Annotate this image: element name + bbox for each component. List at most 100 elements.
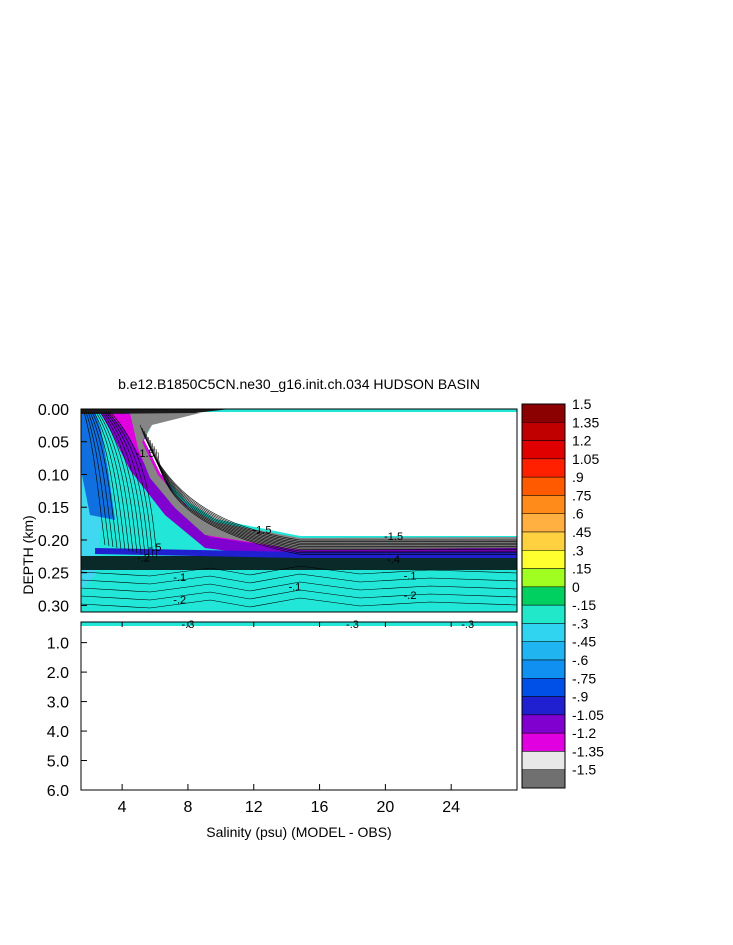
contour-label: -.1	[173, 572, 186, 584]
contour-label: -1.5	[384, 531, 403, 543]
y-tick-label: 6.0	[47, 783, 69, 800]
colorbar-swatch	[521, 458, 566, 478]
contour-line	[99, 411, 138, 554]
colorbar-label: .6	[572, 506, 584, 522]
contour-label: -.2	[173, 594, 186, 606]
y-tick-label: 0.30	[38, 598, 69, 615]
contour-region-missing	[125, 412, 517, 536]
colorbar-label: 1.05	[572, 451, 599, 467]
colorbar-label: .9	[572, 469, 584, 485]
colorbar-label: 0	[572, 579, 580, 595]
contour-line	[97, 411, 134, 553]
contour-line	[157, 451, 517, 555]
contour-label: -.2	[137, 553, 150, 565]
contour-line	[95, 411, 130, 552]
colorbar-label: .3	[572, 542, 584, 558]
colorbar-swatch	[521, 623, 566, 642]
x-axis: 4 8 12 16 20 24	[118, 622, 460, 816]
colorbar-label: -.3	[572, 615, 589, 631]
colorbar-swatch	[521, 550, 566, 569]
x-axis-label: Salinity (psu) (MODEL - OBS)	[206, 824, 391, 840]
colorbar-swatch	[521, 495, 566, 514]
colorbar-swatch	[521, 586, 566, 606]
colorbar-label: -1.2	[572, 725, 596, 741]
colorbar-label: -.75	[572, 670, 596, 686]
y-tick-label: 1.0	[47, 636, 69, 653]
colorbar-label: -.6	[572, 652, 589, 668]
contour-line	[151, 442, 517, 550]
contour-label: -.3	[461, 619, 474, 631]
colorbar-swatch	[521, 403, 566, 423]
contour-region-surface-band	[81, 409, 230, 414]
y-tick-label: 0.05	[38, 435, 69, 452]
contour-line	[147, 436, 517, 547]
contour-line	[81, 589, 517, 601]
y-axis-upper: 0.00 0.05 0.10 0.15 0.20 0.25 0.30	[38, 402, 87, 615]
x-tick-label: 4	[118, 799, 127, 816]
contour-line	[91, 411, 122, 550]
colorbar: 1.5 1.35 1.2 1.05 .9 .75 .6 .45 .3 .15 0 -.15 -.3 -.4…	[521, 396, 604, 789]
colorbar-label: 1.5	[572, 396, 592, 412]
y-tick-label: 3.0	[47, 695, 69, 712]
contour-line	[85, 411, 110, 547]
colorbar-swatch	[521, 531, 566, 551]
colorbar-swatch	[521, 659, 566, 679]
y-tick-label: 0.25	[38, 566, 69, 583]
colorbar-swatch	[521, 568, 566, 588]
contour-line	[89, 411, 118, 549]
x-tick-label: 16	[311, 799, 329, 816]
contour-line	[93, 411, 126, 551]
contour-line	[81, 597, 517, 609]
contour-line	[149, 439, 517, 549]
y-tick-label: 4.0	[47, 724, 69, 741]
lower-panel: -.3 -.3 -.3	[80, 619, 518, 791]
contour-line	[87, 411, 114, 548]
lower-panel-background	[81, 622, 517, 790]
colorbar-swatch	[521, 422, 566, 441]
lower-panel-frame	[80, 621, 518, 791]
y-tick-label: 0.15	[38, 500, 69, 517]
colorbar-label: -1.5	[572, 762, 596, 778]
colorbar-label: -.9	[572, 689, 589, 705]
colorbar-label: -1.05	[572, 707, 604, 723]
contour-line	[109, 411, 158, 559]
colorbar-swatch	[521, 440, 566, 460]
chart-title: b.e12.B1850C5CN.ne30_g16.init.ch.034 HUD…	[118, 376, 480, 392]
contour-line	[153, 445, 517, 552]
colorbar-swatch	[521, 714, 566, 734]
colorbar-label: .75	[572, 487, 592, 503]
contour-line	[107, 411, 154, 558]
contour-line	[105, 411, 150, 557]
colorbar-swatch	[521, 604, 566, 624]
y-axis-lower: 1.0 2.0 3.0 4.0 5.0 6.0	[47, 636, 87, 800]
contour-line	[101, 411, 142, 555]
colorbar-swatch	[521, 641, 566, 661]
x-tick-label: 12	[245, 799, 263, 816]
colorbar-label: -.45	[572, 634, 596, 650]
contour-label: -.1	[404, 570, 417, 582]
y-tick-label: 5.0	[47, 754, 69, 771]
colorbar-label: 1.35	[572, 414, 599, 430]
contour-label: -.3	[346, 619, 359, 631]
y-tick-label: 0.00	[38, 402, 69, 419]
upper-panel-frame	[80, 408, 518, 613]
colorbar-label: -1.35	[572, 743, 604, 759]
colorbar-swatch	[521, 513, 566, 533]
contour-line	[155, 448, 517, 554]
contour-line	[81, 581, 517, 593]
colorbar-swatch	[521, 732, 566, 752]
colorbar-label: 1.2	[572, 433, 592, 449]
colorbar-swatch	[521, 751, 566, 770]
y-tick-label: 0.10	[38, 467, 69, 484]
y-axis-label: DEPTH (km)	[20, 515, 36, 594]
contour-label: -1.5	[136, 448, 155, 460]
contour-region-top-strip	[81, 622, 517, 626]
x-tick-label: 20	[376, 799, 394, 816]
colorbar-label: .45	[572, 524, 592, 540]
colorbar-swatch	[521, 769, 566, 789]
contour-label: -.1	[288, 581, 301, 593]
x-tick-label: 24	[442, 799, 460, 816]
contour-label: -.5	[149, 542, 162, 554]
upper-panel: -.1-.2-.1-.2-.1-1.5-1.5-.4-.5-.2-1.5	[80, 408, 518, 613]
